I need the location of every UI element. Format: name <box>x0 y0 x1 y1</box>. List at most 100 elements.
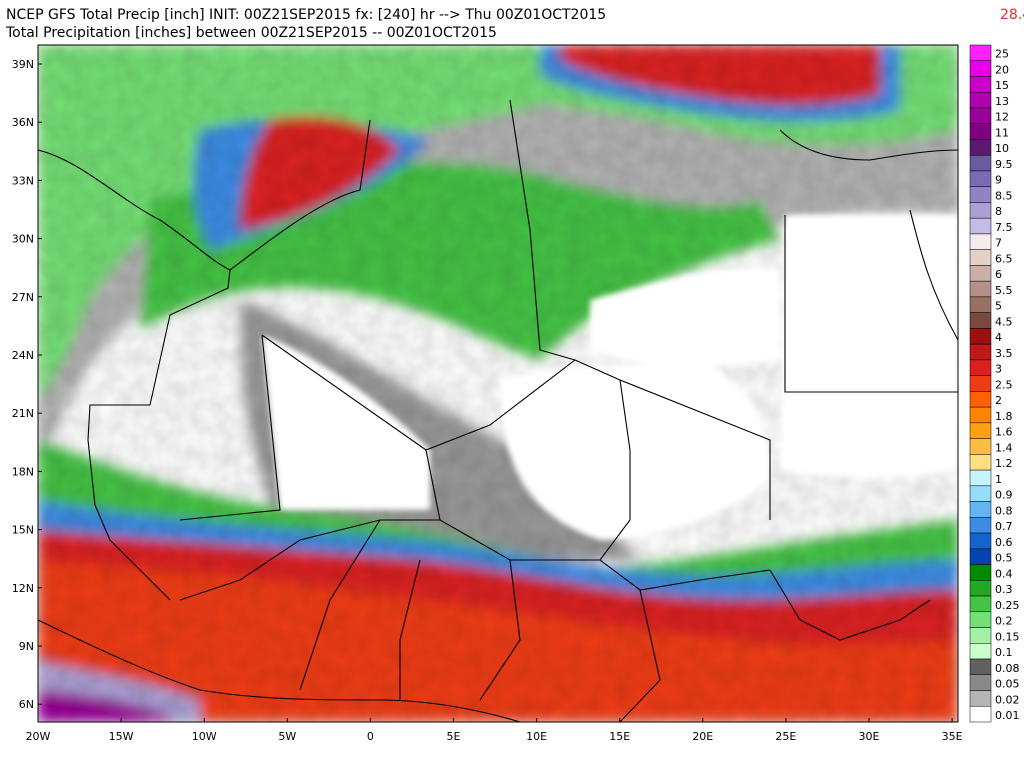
lon-label: 5E <box>447 730 461 743</box>
colorbar-swatch <box>969 76 992 93</box>
colorbar-swatch <box>969 706 992 723</box>
lon-labels: 20W 15W 10W 5W 0 5E 10E 15E 20E 25E 30E 35E <box>26 718 963 743</box>
lon-label: 25E <box>775 730 796 743</box>
colorbar-swatch <box>969 328 992 345</box>
colorbar-label: 0.1 <box>995 646 1013 659</box>
colorbar-swatch <box>969 343 992 361</box>
lat-label: 6N <box>19 698 34 711</box>
colorbar-swatch <box>969 217 992 235</box>
colorbar-label: 13 <box>995 95 1009 108</box>
colorbar-swatch <box>969 170 992 187</box>
colorbar-label: 9.5 <box>995 158 1013 171</box>
colorbar: 252015131211109.598.587.576.565.554.543.… <box>969 44 1020 723</box>
colorbar-label: 7 <box>995 237 1002 250</box>
colorbar-label: 1.6 <box>995 426 1013 439</box>
colorbar-label: 3 <box>995 363 1002 376</box>
max-value: 28.4 in <box>1000 7 1024 23</box>
colorbar-label: 0.6 <box>995 536 1013 549</box>
colorbar-swatch <box>969 280 992 298</box>
colorbar-swatch <box>969 154 992 172</box>
colorbar-label: 0.7 <box>995 520 1013 533</box>
colorbar-label: 25 <box>995 48 1009 61</box>
lat-label: 33N <box>12 174 34 187</box>
colorbar-swatch <box>969 485 992 502</box>
colorbar-swatch <box>969 60 992 77</box>
colorbar-swatch <box>969 202 992 219</box>
colorbar-swatch <box>969 359 992 376</box>
colorbar-swatch <box>969 627 992 644</box>
lon-label: 0 <box>367 730 374 743</box>
colorbar-label: 10 <box>995 142 1009 155</box>
lon-label: 20E <box>692 730 713 743</box>
colorbar-label: 15 <box>995 79 1009 92</box>
colorbar-swatch <box>969 517 992 534</box>
colorbar-swatch <box>969 249 992 266</box>
colorbar-label: 9 <box>995 174 1002 187</box>
colorbar-label: 0.25 <box>995 599 1020 612</box>
colorbar-swatch <box>969 643 992 660</box>
colorbar-label: 2.5 <box>995 378 1013 391</box>
colorbar-swatch <box>969 690 992 707</box>
colorbar-swatch <box>969 674 992 691</box>
lat-label: 24N <box>12 349 34 362</box>
colorbar-swatch <box>969 233 992 250</box>
lon-label: 15W <box>109 730 134 743</box>
colorbar-swatch <box>969 548 992 565</box>
lat-label: 12N <box>12 582 34 595</box>
lat-label: 39N <box>12 58 34 71</box>
colorbar-label: 12 <box>995 111 1009 124</box>
colorbar-label: 8 <box>995 205 1002 218</box>
colorbar-swatch <box>969 139 992 156</box>
colorbar-swatch <box>969 186 992 203</box>
colorbar-swatch <box>969 265 992 282</box>
colorbar-label: 0.2 <box>995 615 1013 628</box>
colorbar-label: 11 <box>995 126 1009 139</box>
lat-label: 15N <box>12 524 34 537</box>
colorbar-label: 0.01 <box>995 709 1020 722</box>
colorbar-swatch <box>969 595 992 613</box>
colorbar-swatch <box>969 391 992 408</box>
colorbar-swatch <box>969 438 992 455</box>
lon-label: 20W <box>26 730 51 743</box>
colorbar-label: 6 <box>995 268 1002 281</box>
colorbar-swatch <box>969 44 992 61</box>
colorbar-label: 1.2 <box>995 457 1013 470</box>
colorbar-swatch <box>969 501 992 518</box>
lat-labels: 39N 36N 33N 30N 27N 24N 21N 18N 15N 12N 9N 6N <box>12 58 42 711</box>
colorbar-swatch <box>969 107 992 124</box>
colorbar-swatch <box>969 658 992 676</box>
colorbar-label: 1.8 <box>995 410 1013 423</box>
colorbar-label: 6.5 <box>995 252 1013 265</box>
lat-label: 21N <box>12 407 34 420</box>
lon-label: 10W <box>192 730 217 743</box>
colorbar-label: 2 <box>995 394 1002 407</box>
colorbar-swatch <box>969 532 992 550</box>
lat-label: 9N <box>19 640 34 653</box>
colorbar-label: 1 <box>995 473 1002 486</box>
map-frame <box>37 44 959 723</box>
colorbar-swatch <box>969 296 992 313</box>
lat-label: 27N <box>12 291 34 304</box>
colorbar-swatch <box>969 123 992 140</box>
colorbar-swatch <box>969 375 992 392</box>
lon-label: 15E <box>609 730 630 743</box>
colorbar-swatch <box>969 611 992 628</box>
lon-label: 30E <box>859 730 880 743</box>
colorbar-label: 0.02 <box>995 693 1020 706</box>
colorbar-swatch <box>969 580 992 597</box>
lat-label: 36N <box>12 116 34 129</box>
colorbar-label: 5 <box>995 300 1002 313</box>
colorbar-swatch <box>969 454 992 471</box>
map-subtitle: Total Precipitation [inches] between 00Z… <box>5 25 497 41</box>
lat-label: 30N <box>12 233 34 246</box>
colorbar-label: 0.08 <box>995 662 1020 675</box>
colorbar-label: 0.05 <box>995 678 1020 691</box>
colorbar-label: 20 <box>995 63 1009 76</box>
colorbar-label: 0.8 <box>995 504 1013 517</box>
precip-field <box>38 45 958 722</box>
lon-label: 5W <box>278 730 296 743</box>
lon-label: 35E <box>942 730 963 743</box>
colorbar-label: 1.4 <box>995 441 1013 454</box>
lat-label: 18N <box>12 465 34 478</box>
